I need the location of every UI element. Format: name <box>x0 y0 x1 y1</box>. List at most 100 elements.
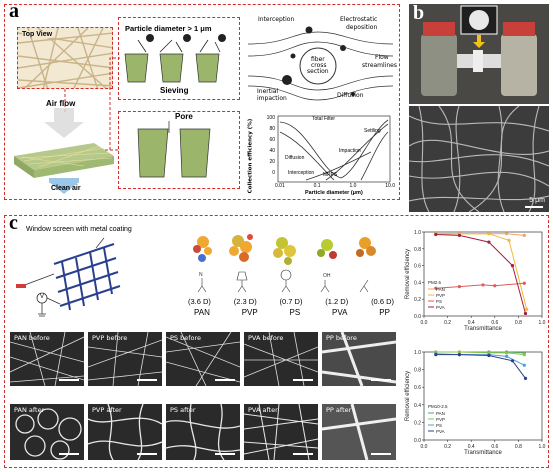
x-tick-label: 0.2 <box>444 320 451 326</box>
data-point-pva <box>487 240 491 244</box>
plot-frame <box>423 231 543 317</box>
sem-label: PS after <box>170 406 196 414</box>
efficiency-ytick: 80 <box>269 126 275 132</box>
top-view-inset: Top View <box>17 27 113 89</box>
pore-box <box>118 111 240 189</box>
filter-mat <box>14 108 114 194</box>
y-tick-label: 0.4 <box>414 280 421 286</box>
legend-label: PVP <box>436 293 445 298</box>
scalebar <box>371 453 391 455</box>
sem-pvp-before: PVP before <box>88 332 162 386</box>
polymer-names: PAN PVP PS PVA PP <box>194 308 390 317</box>
x-tick-label: 0.6 <box>491 444 498 450</box>
y-tick-label: 0.2 <box>414 420 421 426</box>
sem-ps-after: PS after <box>166 404 240 460</box>
diffusion-curve-label: Diffusion <box>285 155 305 161</box>
sieving-label: Sieving <box>160 86 189 95</box>
data-point-ps <box>505 354 509 358</box>
interception-curve-label: Interception <box>288 170 315 176</box>
efficiency-ytick: 60 <box>269 137 275 143</box>
data-point-pva <box>457 353 461 357</box>
data-point-pvp <box>505 351 509 355</box>
pan-name: PAN <box>194 308 210 317</box>
pva-dipole: (1.2 D) <box>325 297 349 306</box>
series-line-pva <box>435 354 526 379</box>
y-tick-label: 0.2 <box>414 297 421 303</box>
sem-label: PAN after <box>14 406 45 414</box>
section-label: section <box>307 68 329 75</box>
scalebar <box>371 379 391 381</box>
scalebar <box>293 453 313 455</box>
voltage-label: V <box>40 294 45 300</box>
data-point-pan <box>522 233 526 237</box>
scalebar <box>59 379 79 381</box>
series-line-ps <box>435 282 525 289</box>
pan-dipole: (3.6 D) <box>188 297 211 306</box>
data-point-pvp <box>525 307 529 311</box>
data-point-pvp <box>457 350 461 354</box>
y-tick-label: 0.4 <box>414 403 421 409</box>
data-point-ps <box>457 285 461 289</box>
legend-title: PM2.5 <box>428 280 442 285</box>
polymer-formulas: N OH <box>197 269 369 293</box>
y-tick-label: 0.8 <box>414 368 421 374</box>
efficiency-ytick: 100 <box>266 115 275 121</box>
series-line-pvp <box>435 233 528 310</box>
scalebar <box>137 379 157 381</box>
pore-label: Pore <box>175 112 193 121</box>
data-point-ps <box>434 286 438 290</box>
scalebar <box>293 379 313 381</box>
sem-label: PVP before <box>92 334 128 342</box>
sem-pva-after: PVA after <box>244 404 318 460</box>
filtration-mechanisms-diagram <box>247 26 394 101</box>
sem-label: PP before <box>326 334 357 342</box>
data-point-pva <box>434 353 438 357</box>
panel-b-letter: b <box>413 2 425 24</box>
legend-label: PS <box>436 299 442 304</box>
particle-diameter-label: Particle diameter > 1 μm <box>125 24 212 33</box>
pvp-dipole: (2.3 D) <box>233 297 257 306</box>
x-tick-label: 1.0 <box>539 320 546 326</box>
sem-label: PP after <box>326 406 352 414</box>
top-view-fibers <box>18 28 112 88</box>
sem-label: PAN before <box>14 334 50 342</box>
legend-label: PAN <box>436 411 445 416</box>
pore-illustration <box>137 121 211 178</box>
streamlines-label: streamlines <box>362 62 397 69</box>
impaction-curve-label: Impaction <box>339 148 361 154</box>
panel-b-sem-image: 5 μm <box>409 106 549 212</box>
efficiency-yticks: 100 80 60 40 20 0 <box>261 113 275 179</box>
panel-b-scalebar <box>525 206 543 208</box>
sem-label: PVP after <box>92 406 122 414</box>
legend-label: PVA <box>436 429 445 434</box>
data-point-ps <box>493 284 497 288</box>
x-tick-label: 1.0 <box>539 444 546 450</box>
data-point-ps <box>481 283 485 287</box>
panel-a-letter: a <box>9 0 19 22</box>
ps-dipole: (0.7 D) <box>279 297 303 306</box>
top-view-label: Top View <box>22 31 53 38</box>
sem-pan-before: PAN before <box>10 332 84 386</box>
y-tick-label: 1.0 <box>414 230 421 236</box>
legend-title: PM10-2.5 <box>428 404 448 409</box>
x-tick-label: 0.0 <box>421 320 428 326</box>
fiber-label: fiber <box>311 56 325 63</box>
mpps-label: MPPS <box>323 172 338 178</box>
data-point-pva <box>523 311 528 316</box>
sem-label: PVA after <box>248 406 278 414</box>
sem-ps-before: PS before <box>166 332 240 386</box>
efficiency-ytick: 40 <box>269 148 275 154</box>
y-tick-label: 1.0 <box>414 350 421 356</box>
pm10-removal-chart: 0.0 0.2 0.4 0.6 0.8 1.0 0.0 0.2 0.4 0.6 0.8 1.0 Tran… <box>405 350 546 456</box>
pm25-removal-chart: 0.0 0.2 0.4 0.6 0.8 1.0 0.0 0.2 0.4 0.6 0.8 1.0 Tran… <box>405 230 546 332</box>
svg-text:OH: OH <box>323 273 331 279</box>
x-tick-label: 0.8 <box>515 320 522 326</box>
y-axis-label: Removal efficiency <box>405 249 411 299</box>
data-point-pvp <box>487 232 491 236</box>
x-tick-label: 0.4 <box>468 320 475 326</box>
sem-pp-after: PP after <box>322 404 396 460</box>
efficiency-xticks: 0.01 0.1 1.0 10.0 <box>275 183 395 189</box>
panel-b-scale-label: 5 μm <box>529 197 545 204</box>
panel-b-photo <box>409 4 549 104</box>
collection-efficiency-chart <box>277 115 391 183</box>
